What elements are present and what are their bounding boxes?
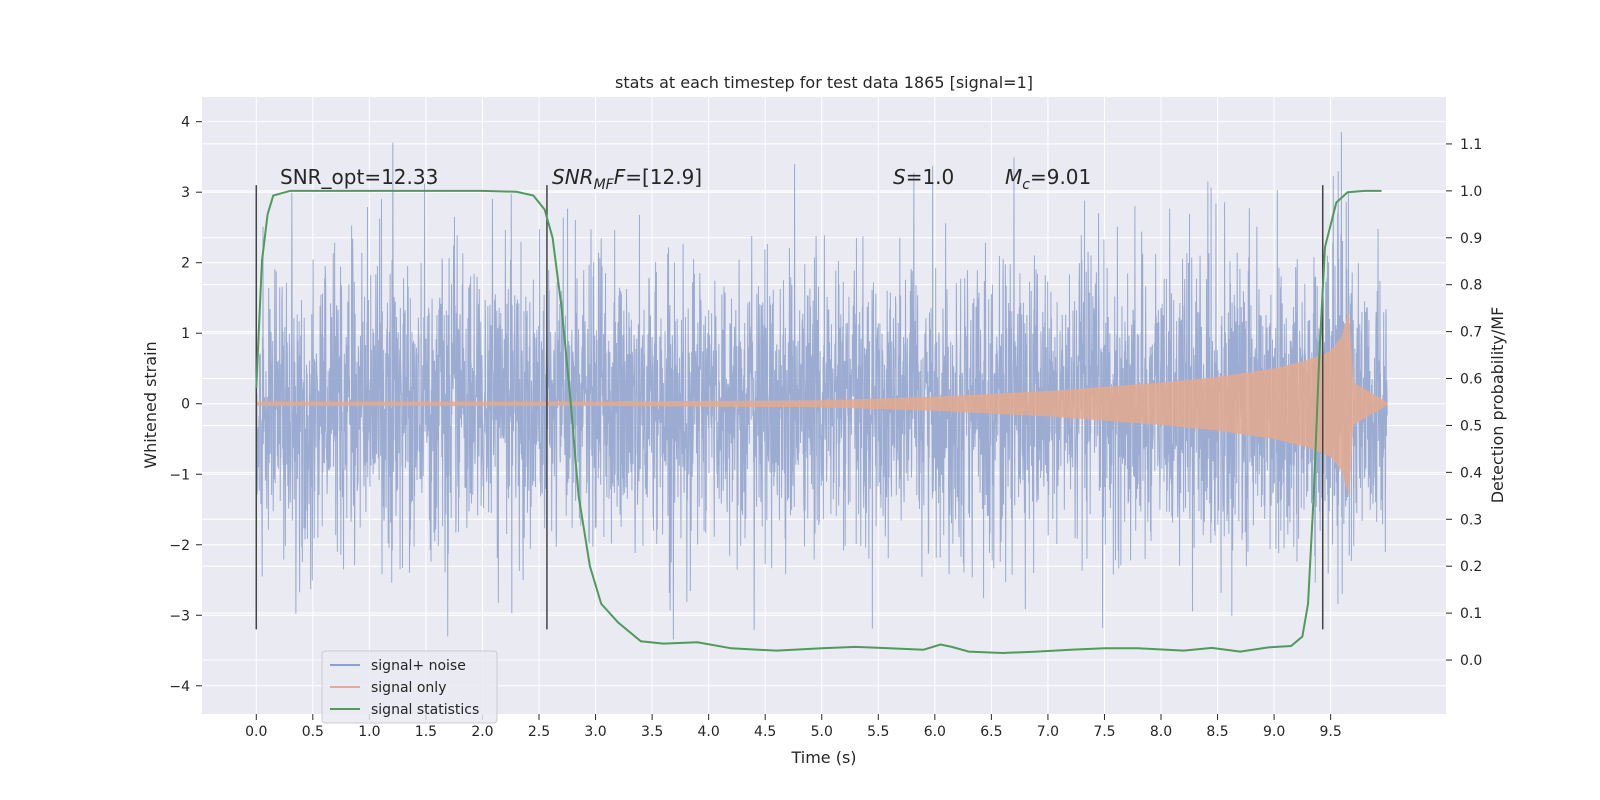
y2-tick-label: 0.3 [1460,512,1482,528]
annotation-s-symbol: S [893,165,906,189]
x-axis-title: Time (s) [790,748,856,767]
x-tick-label: 5.0 [811,724,833,740]
annotation-snr-mf-symbol: SNR [552,165,594,189]
series-signal-plus-noise [255,132,1388,640]
legend: signal+ noise signal only signal statist… [321,650,498,724]
x-tick-label: 4.5 [754,724,776,740]
annotation-snr-opt: SNR_opt=12.33 [280,165,438,189]
legend-box [321,650,498,724]
y2-tick-label: 0.5 [1460,418,1482,434]
series-signal-only [255,313,1388,496]
x-tick-label: 2.5 [528,724,550,740]
y-tick-label: −4 [169,679,190,695]
annotation-s: S=1.0 [893,165,954,189]
y2-tick-label: 0.1 [1460,606,1482,622]
annotation-s-value: =1.0 [906,165,955,189]
y2-axis-title: Detection probability/MF [1488,307,1507,504]
y2-tick-label: 0.9 [1460,231,1482,247]
x-tick-label: 6.0 [924,724,946,740]
x-tick-label: 2.0 [471,724,493,740]
x-tick-label: 9.5 [1320,724,1342,740]
y2-tick-label: 0.0 [1460,653,1482,669]
x-tick-label: 0.5 [302,724,324,740]
y2-tick-label: 1.1 [1460,137,1482,153]
y-axis-ticks: 4 3 2 1 0 −1 −2 −3 −4 [169,115,202,695]
annotation-snr-mf: SNRMFF=[12.9] [552,165,702,193]
plot-content [255,132,1388,655]
x-tick-label: 7.0 [1037,724,1059,740]
annotation-mc-value: =9.01 [1030,165,1091,189]
y-tick-label: 2 [181,256,190,272]
y-tick-label: −2 [169,538,190,554]
y-tick-label: 4 [181,115,190,131]
legend-label-signal-statistics: signal statistics [371,702,479,718]
annotation-mc-symbol: M [1005,165,1022,189]
y2-tick-label: 0.8 [1460,278,1482,294]
x-tick-label: 8.0 [1150,724,1172,740]
x-axis-ticks: 0.0 0.5 1.0 1.5 2.0 2.5 3.0 3.5 4.0 4.5 5.0 5.5 6.0 6… [245,714,1342,740]
y2-tick-label: 0.2 [1460,559,1482,575]
x-tick-label: 3.0 [584,724,606,740]
x-tick-label: 1.0 [358,724,380,740]
x-tick-label: 3.5 [641,724,663,740]
legend-label-signal-plus-noise: signal+ noise [371,658,466,674]
x-tick-label: 8.5 [1206,724,1228,740]
x-tick-label: 0.0 [245,724,267,740]
annotation-snr-mf-f: F [614,165,626,189]
x-tick-label: 9.0 [1263,724,1285,740]
chart-title: stats at each timestep for test data 186… [615,73,1033,92]
legend-label-signal-only: signal only [371,680,446,696]
x-tick-label: 1.5 [415,724,437,740]
y2-tick-label: 1.0 [1460,184,1482,200]
y-tick-label: 0 [181,397,190,413]
x-tick-label: 5.5 [867,724,889,740]
vertical-markers [255,185,1324,630]
x-tick-label: 4.0 [698,724,720,740]
series-signal-statistics [255,189,1382,655]
annotation-snr-mf-subscript: MF [594,177,615,193]
x-tick-label: 7.5 [1093,724,1115,740]
y2-axis-ticks: 1.1 1.0 0.9 0.8 0.7 0.6 0.5 0.4 0.3 0.2 0.1 0.0 [1446,137,1482,669]
annotation-mc-subscript: c [1022,177,1030,193]
y2-tick-label: 0.7 [1460,325,1482,341]
y-tick-label: 1 [181,326,190,342]
x-tick-label: 6.5 [980,724,1002,740]
y-tick-label: −1 [169,467,190,483]
annotation-snr-mf-value: =[12.9] [625,165,702,189]
y2-tick-label: 0.4 [1460,465,1482,481]
y2-tick-label: 0.6 [1460,372,1482,388]
y-tick-label: 3 [181,185,190,201]
y-tick-label: −3 [169,608,190,624]
y-axis-title: Whitened strain [141,341,160,468]
annotation-mc: Mc=9.01 [1005,165,1091,193]
